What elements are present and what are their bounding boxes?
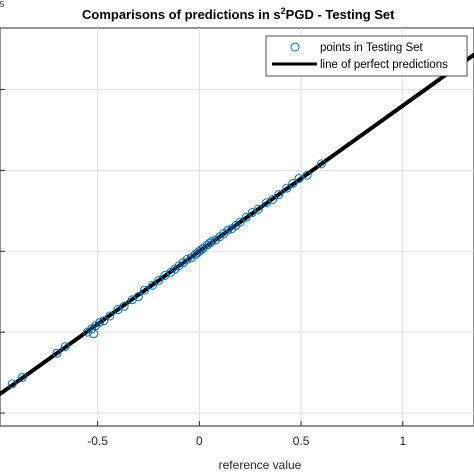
data-point [282,183,292,193]
plot-area [0,27,474,427]
x-tick-label: 1 [399,434,406,448]
data-point [235,217,245,227]
legend-box [265,35,468,77]
x-tick-label: 0.5 [293,434,310,448]
data-point [52,348,62,358]
data-point [154,275,164,285]
data-point [274,190,284,200]
series-points-layer [7,63,463,389]
data-point [119,301,129,311]
legend: points in Testing Set line of perfect pr… [265,35,468,77]
data-point [241,212,251,222]
data-point [288,178,298,188]
data-point [316,159,326,169]
grid [0,28,474,426]
data-point [223,225,233,235]
data-point [7,379,17,389]
x-axis-label: reference value [219,458,302,472]
legend-label-points: points in Testing Set [320,42,424,54]
legend-label-line: line of perfect predictions [320,59,448,71]
chart-title: Comparisons of predictions in s2PGD - Te… [82,6,395,22]
data-point [60,342,70,352]
data-point [207,237,217,247]
x-tick-label: 0 [196,434,203,448]
data-point [253,204,263,214]
data-point [105,311,115,321]
axis-ticks [0,88,404,426]
data-point [182,254,192,264]
data-point [148,280,158,290]
data-point [17,372,27,382]
data-point [294,173,304,183]
data-point [268,194,278,204]
x-tick-label: -0.5 [87,434,108,448]
data-point [302,170,312,180]
data-point [139,285,149,295]
data-point [99,316,109,326]
data-point [89,329,99,339]
perfect-prediction-line [0,52,474,397]
data-point [196,245,206,255]
series-line-layer [0,52,474,397]
data-point [95,317,105,327]
legend-circle-marker [290,42,300,52]
x-tick-labels: -0.5 0 0.5 1 [87,434,406,448]
data-point [133,292,143,302]
y-exponent-label: 05 [0,0,5,15]
